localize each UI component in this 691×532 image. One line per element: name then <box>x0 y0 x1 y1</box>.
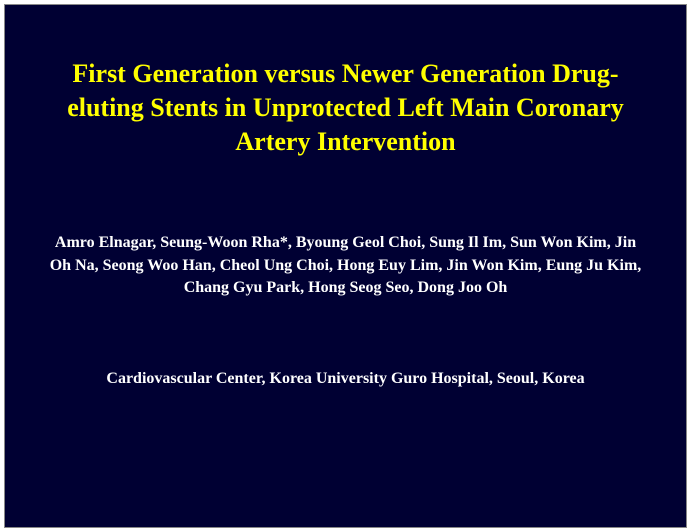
author-list: Amro Elnagar, Seung-Woon Rha*, Byoung Ge… <box>41 232 650 299</box>
slide-title: First Generation versus Newer Generation… <box>41 57 650 158</box>
slide-container: First Generation versus Newer Generation… <box>0 0 691 532</box>
presentation-slide: First Generation versus Newer Generation… <box>4 4 687 528</box>
affiliation-line: Cardiovascular Center, Korea University … <box>106 368 584 390</box>
